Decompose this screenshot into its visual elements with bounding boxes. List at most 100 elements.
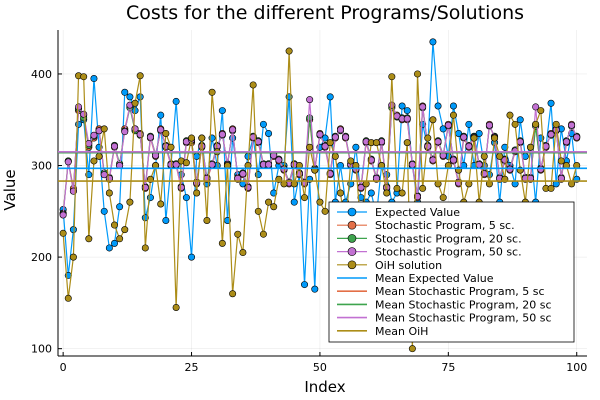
legend-label-mean-stochastic-program-5-sc: Mean Stochastic Program, 5 sc <box>375 285 545 298</box>
data-point-oih-solution <box>182 159 190 167</box>
data-point-stochastic-program-50-sc <box>460 133 468 141</box>
legend-label-mean-expected-value: Mean Expected Value <box>375 272 494 285</box>
data-point-oih-solution <box>270 203 278 211</box>
data-point-oih-solution <box>372 139 380 147</box>
data-point-stochastic-program-50-sc <box>64 158 72 166</box>
data-point-expected-value <box>90 75 98 83</box>
data-point-expected-value <box>162 216 170 224</box>
data-point-expected-value <box>449 102 457 110</box>
data-point-oih-solution <box>316 198 324 206</box>
data-point-stochastic-program-20-sc <box>306 114 314 122</box>
data-point-stochastic-program-50-sc <box>573 133 581 141</box>
data-point-stochastic-program-50-sc <box>537 165 545 173</box>
data-point-oih-solution <box>259 230 267 238</box>
data-point-stochastic-program-50-sc <box>388 101 396 109</box>
data-point-expected-value <box>172 97 180 105</box>
data-point-stochastic-program-50-sc <box>429 156 437 164</box>
data-point-expected-value <box>105 244 113 252</box>
data-point-stochastic-program-50-sc <box>424 142 432 150</box>
data-point-expected-value <box>75 120 83 128</box>
data-point-expected-value <box>326 93 334 101</box>
data-point-expected-value <box>501 143 509 151</box>
data-point-oih-solution <box>321 207 329 215</box>
data-point-oih-solution <box>110 221 118 229</box>
data-point-stochastic-program-50-sc <box>516 138 524 146</box>
data-point-stochastic-program-50-sc <box>568 121 576 129</box>
data-point-expected-value <box>429 38 437 46</box>
data-point-oih-solution <box>393 184 401 192</box>
data-point-oih-solution <box>414 70 422 78</box>
data-point-expected-value <box>398 102 406 110</box>
data-point-oih-solution <box>347 157 355 165</box>
data-point-oih-solution <box>59 229 67 237</box>
data-point-expected-value <box>116 203 124 211</box>
data-point-stochastic-program-50-sc <box>506 165 514 173</box>
data-point-stochastic-program-50-sc <box>275 156 283 164</box>
legend-label-mean-oih: Mean OiH <box>375 325 428 338</box>
x-tick-label: 25 <box>185 361 199 374</box>
data-point-oih-solution <box>249 81 257 89</box>
data-point-stochastic-program-50-sc <box>547 130 555 138</box>
data-point-oih-solution <box>424 134 432 142</box>
data-point-oih-solution <box>234 230 242 238</box>
y-tick-label: 400 <box>31 68 52 81</box>
data-point-oih-solution <box>398 189 406 197</box>
data-point-oih-solution <box>532 120 540 128</box>
data-point-stochastic-program-50-sc <box>306 96 314 104</box>
data-point-oih-solution <box>254 207 262 215</box>
legend-marker-oih-solution <box>347 260 357 270</box>
legend-label-stochastic-program-20-sc: Stochastic Program, 20 sc. <box>375 232 522 245</box>
data-point-stochastic-program-50-sc <box>326 170 334 178</box>
data-point-oih-solution <box>336 189 344 197</box>
data-point-stochastic-program-50-sc <box>75 103 83 111</box>
data-point-expected-value <box>516 116 524 124</box>
data-point-stochastic-program-50-sc <box>265 161 273 169</box>
data-point-oih-solution <box>85 235 93 243</box>
y-axis-label: Value <box>1 169 19 210</box>
data-point-stochastic-program-50-sc <box>121 128 129 136</box>
data-point-stochastic-program-50-sc <box>110 142 118 150</box>
data-point-stochastic-program-50-sc <box>59 211 67 219</box>
data-point-stochastic-program-50-sc <box>85 140 93 148</box>
data-point-oih-solution <box>95 152 103 160</box>
data-point-oih-solution <box>285 47 293 55</box>
data-point-expected-value <box>110 239 118 247</box>
data-point-expected-value <box>301 281 309 289</box>
data-point-expected-value <box>157 111 165 119</box>
data-point-stochastic-program-50-sc <box>146 133 154 141</box>
data-point-oih-solution <box>126 198 134 206</box>
data-point-oih-solution <box>388 73 396 81</box>
data-point-stochastic-program-50-sc <box>414 193 422 201</box>
data-point-stochastic-program-50-sc <box>90 131 98 139</box>
legend-label-oih-solution: OiH solution <box>375 259 442 272</box>
data-point-oih-solution <box>141 244 149 252</box>
data-point-expected-value <box>100 207 108 215</box>
data-point-stochastic-program-50-sc <box>131 125 139 133</box>
y-tick-label: 300 <box>31 160 52 173</box>
legend-marker-stochastic-program-20-sc <box>347 234 357 243</box>
data-point-stochastic-program-50-sc <box>485 121 493 129</box>
data-point-oih-solution <box>408 345 416 353</box>
data-point-expected-value <box>290 198 298 206</box>
legend-marker-stochastic-program-50-sc <box>347 247 357 256</box>
data-point-oih-solution <box>105 189 113 197</box>
data-point-oih-solution <box>208 88 216 96</box>
data-point-stochastic-program-50-sc <box>449 156 457 164</box>
legend-label-mean-stochastic-program-20-sc: Mean Stochastic Program, 20 sc <box>375 298 552 311</box>
data-point-oih-solution <box>198 134 206 142</box>
legend-marker-expected-value <box>347 207 357 217</box>
data-point-oih-solution <box>265 198 273 206</box>
data-point-oih-solution <box>69 253 77 261</box>
data-point-stochastic-program-50-sc <box>342 133 350 141</box>
data-point-expected-value <box>311 285 319 293</box>
legend-box <box>328 201 575 343</box>
data-point-stochastic-program-50-sc <box>239 170 247 178</box>
data-point-stochastic-program-50-sc <box>218 130 226 138</box>
data-point-stochastic-program-50-sc <box>80 110 88 118</box>
data-point-expected-value <box>69 226 77 234</box>
data-point-oih-solution <box>229 290 237 298</box>
data-point-expected-value <box>188 253 196 261</box>
data-point-stochastic-program-50-sc <box>316 130 324 138</box>
